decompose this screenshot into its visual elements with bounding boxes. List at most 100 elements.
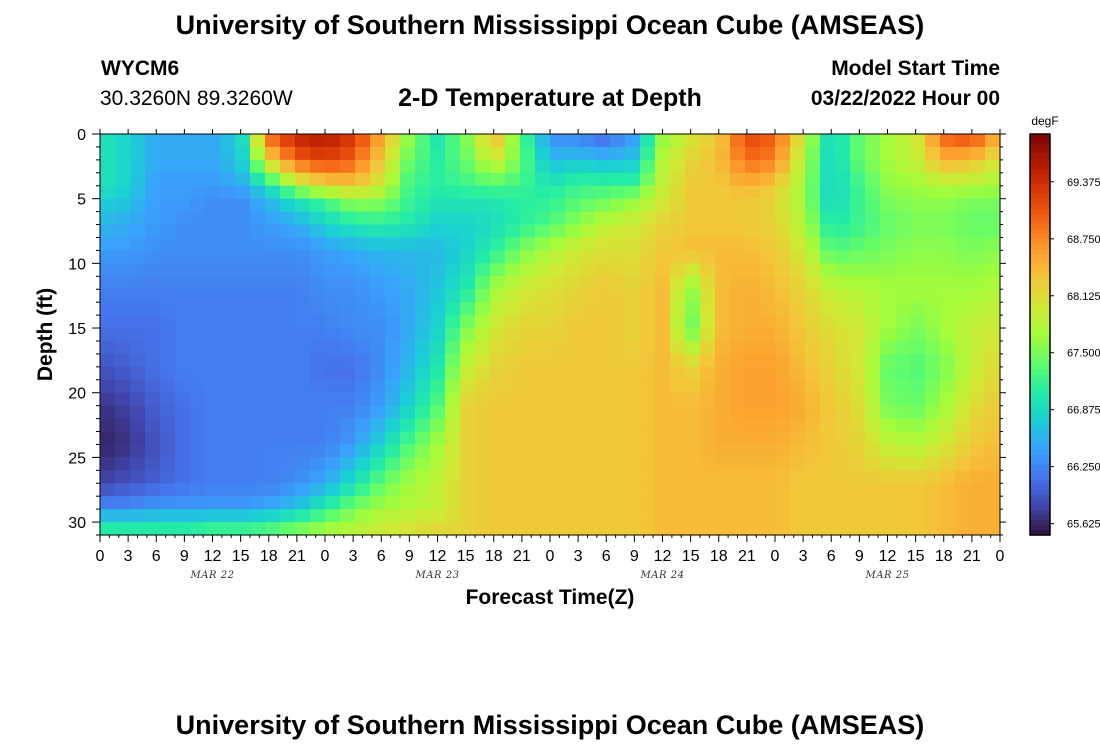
heatmap-cell	[460, 470, 476, 484]
heatmap-cell	[535, 237, 551, 252]
heatmap-cell	[880, 276, 896, 290]
heatmap-cell	[190, 315, 206, 329]
heatmap-cell	[160, 302, 176, 316]
heatmap-cell	[835, 340, 851, 355]
heatmap-cell	[655, 470, 671, 484]
x-axis-tick-labels: 0 3 6 9 12 15 18 21 0 3 6 9 12 15 18 21 0 3 6 9 12 15 18 21 0 3 6 9…	[96, 548, 1005, 565]
heatmap-cell	[220, 444, 236, 458]
heatmap-cell	[535, 211, 551, 226]
heatmap-cell	[475, 496, 491, 510]
heatmap-cell	[220, 405, 236, 420]
heatmap-cell	[490, 315, 506, 329]
heatmap-cell	[370, 315, 386, 329]
heatmap-cell	[220, 224, 236, 239]
heatmap-cell	[820, 198, 836, 213]
heatmap-cell	[715, 444, 731, 458]
heatmap-cell	[910, 379, 926, 394]
heatmap-cell	[415, 198, 431, 213]
heatmap-cell	[250, 392, 266, 407]
heatmap-cell	[415, 470, 431, 484]
heatmap-cell	[445, 159, 461, 174]
heatmap-cell	[970, 392, 986, 407]
heatmap-cell	[445, 483, 461, 497]
heatmap-cell	[565, 470, 581, 484]
heatmap-cell	[535, 444, 551, 458]
heatmap-cell	[190, 509, 206, 523]
heatmap-cell	[520, 483, 536, 497]
colorbar-segment	[1030, 364, 1050, 371]
heatmap-cell	[670, 211, 686, 226]
heatmap-cell	[685, 289, 701, 303]
heatmap-cell	[310, 289, 326, 303]
heatmap-cell	[955, 379, 971, 394]
heatmap-cell	[475, 328, 491, 342]
colorbar-segment	[1030, 224, 1050, 230]
heatmap-cell	[790, 172, 806, 187]
heatmap-cell	[280, 483, 296, 497]
heatmap-cell	[640, 328, 656, 342]
heatmap-cell	[400, 185, 416, 200]
heatmap-cell	[970, 340, 986, 355]
heatmap-cell	[625, 250, 641, 264]
heatmap-cell	[730, 224, 746, 239]
heatmap-cell	[415, 353, 431, 368]
colorbar-segment	[1030, 214, 1050, 220]
heatmap-cell	[535, 159, 551, 174]
heatmap-cell	[880, 172, 896, 187]
heatmap-cell	[970, 237, 986, 252]
heatmap-cell	[295, 237, 311, 252]
colorbar-segment	[1030, 229, 1050, 235]
y-tick-label: 20	[68, 386, 86, 403]
heatmap-cell	[430, 522, 446, 536]
heatmap-cell	[775, 366, 791, 381]
heatmap-cell	[610, 405, 626, 420]
heatmap-cell	[790, 250, 806, 264]
heatmap-cell	[175, 276, 191, 290]
heatmap-cell	[250, 522, 266, 536]
heatmap-cell	[535, 509, 551, 523]
heatmap-cell	[550, 353, 566, 368]
heatmap-cell	[400, 289, 416, 303]
heatmap-cell	[955, 483, 971, 497]
heatmap-cell	[115, 405, 131, 420]
y-tick-label: 10	[68, 256, 86, 273]
heatmap-cell	[280, 315, 296, 329]
heatmap-cell	[685, 302, 701, 316]
heatmap-cell	[175, 146, 191, 161]
heatmap-cell	[655, 328, 671, 342]
heatmap-cell	[175, 431, 191, 446]
heatmap-cell	[895, 224, 911, 239]
heatmap-cell	[325, 315, 341, 329]
heatmap-cell	[430, 263, 446, 277]
heatmap-cell	[400, 379, 416, 394]
heatmap-cell	[790, 276, 806, 290]
heatmap-cell	[265, 289, 281, 303]
colorbar-segment	[1030, 509, 1050, 516]
heatmap-cell	[295, 328, 311, 342]
heatmap-cell	[595, 405, 611, 420]
heatmap-cell	[145, 302, 161, 316]
heatmap-cell	[985, 379, 1001, 394]
heatmap-cell	[730, 276, 746, 290]
heatmap-cell	[580, 379, 596, 394]
heatmap-cell	[955, 392, 971, 407]
heatmap-cell	[985, 496, 1001, 510]
heatmap-cell	[595, 522, 611, 536]
heatmap-cell	[730, 379, 746, 394]
heatmap-cell	[220, 509, 236, 523]
heatmap-cell	[310, 457, 326, 471]
heatmap-cell	[565, 211, 581, 226]
heatmap-cell	[505, 353, 521, 368]
heatmap-cell	[475, 263, 491, 277]
heatmap-cell	[745, 353, 761, 368]
heatmap-cell	[400, 509, 416, 523]
colorbar-segment	[1030, 479, 1050, 486]
heatmap-cell	[355, 276, 371, 290]
heatmap-cell	[160, 509, 176, 523]
heatmap-cell	[970, 185, 986, 200]
heatmap-cell	[550, 146, 566, 161]
heatmap-cell	[370, 379, 386, 394]
heatmap-cell	[310, 522, 326, 536]
heatmap-cell	[370, 224, 386, 239]
heatmap-cell	[175, 340, 191, 355]
